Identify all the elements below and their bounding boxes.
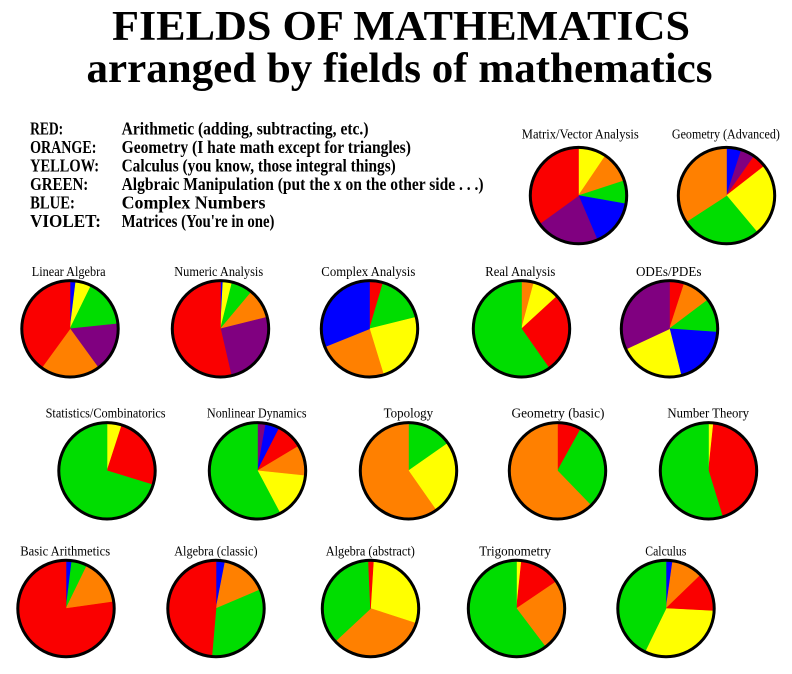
svg-text:Algebra (abstract): Algebra (abstract) <box>326 544 415 559</box>
svg-text:Matrices (You're in one): Matrices (You're in one) <box>122 211 275 232</box>
svg-text:GREEN:: GREEN: <box>30 174 88 194</box>
svg-text:Number Theory: Number Theory <box>667 407 749 422</box>
svg-text:Statistics/Combinatorics: Statistics/Combinatorics <box>46 407 166 422</box>
svg-text:ODEs/PDEs: ODEs/PDEs <box>636 265 702 280</box>
svg-text:Numeric Analysis: Numeric Analysis <box>174 265 263 280</box>
svg-text:Complex Numbers: Complex Numbers <box>122 193 266 213</box>
svg-text:VIOLET:: VIOLET: <box>30 211 101 231</box>
svg-text:Algebra (classic): Algebra (classic) <box>174 544 258 559</box>
svg-text:Real Analysis: Real Analysis <box>485 265 555 280</box>
svg-text:YELLOW:: YELLOW: <box>30 156 99 176</box>
svg-text:Nonlinear Dynamics: Nonlinear Dynamics <box>207 407 307 422</box>
svg-text:FIELDS OF MATHEMATICS: FIELDS OF MATHEMATICS <box>112 4 690 50</box>
svg-text:Calculus (you know, those inte: Calculus (you know, those integral thing… <box>122 156 396 177</box>
svg-text:Basic Arithmetics: Basic Arithmetics <box>20 544 110 559</box>
svg-text:BLUE:: BLUE: <box>30 193 75 213</box>
svg-text:Complex Analysis: Complex Analysis <box>321 265 415 280</box>
svg-text:Trigonometry: Trigonometry <box>479 544 551 559</box>
svg-text:Geometry (basic): Geometry (basic) <box>512 407 605 422</box>
svg-text:RED:: RED: <box>30 119 63 139</box>
svg-text:Arithmetic (adding, subtractin: Arithmetic (adding, subtracting, etc.) <box>122 119 369 140</box>
svg-text:Geometry (I hate math except f: Geometry (I hate math except for triangl… <box>122 137 411 158</box>
svg-text:arranged by fields of mathemat: arranged by fields of mathematics <box>87 45 713 92</box>
svg-text:ORANGE:: ORANGE: <box>30 137 96 157</box>
svg-text:Calculus: Calculus <box>645 544 686 559</box>
svg-text:Matrix/Vector Analysis: Matrix/Vector Analysis <box>522 127 639 142</box>
svg-text:Geometry (Advanced): Geometry (Advanced) <box>672 127 780 142</box>
svg-text:Algbraic Manipulation (put the: Algbraic Manipulation (put the x on the … <box>122 174 484 195</box>
svg-text:Topology: Topology <box>384 407 434 422</box>
svg-text:Linear Algebra: Linear Algebra <box>32 265 106 280</box>
